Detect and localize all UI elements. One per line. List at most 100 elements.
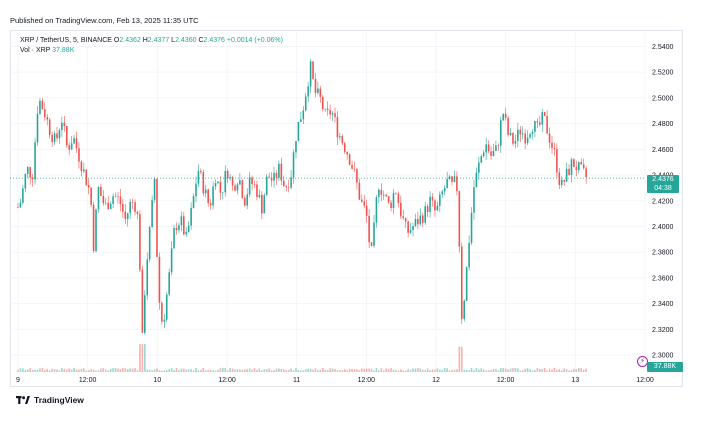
volume-bar [370,368,373,372]
candle-body [73,138,75,144]
candle-body [248,177,251,195]
x-axis[interactable]: 9 12:00 10 12:00 11 12:00 12 12:00 13 12:00 [16,377,654,384]
candle-body [490,151,492,156]
volume-bar [392,369,395,372]
candle-body [24,173,27,189]
candle-body [265,176,268,196]
volume-bar [453,369,456,372]
candle-body [458,191,461,247]
y-axis[interactable]: 2.3000 2.3200 2.3400 2.3600 2.3800 2.4000 2.42… [652,44,674,360]
volume-bar [129,368,131,372]
candle-body [222,192,224,193]
candle-body [26,167,29,174]
candle-body [339,136,341,138]
volume-bar [502,368,505,372]
change-value: +0.0014 (+0.06%) [226,37,283,44]
candle-body [168,272,170,295]
candle-body [102,195,105,204]
volume-bar [534,370,536,372]
volume-bar [212,370,214,372]
candle-body [90,187,92,205]
volume-bar [363,368,366,372]
volume-bar [226,370,229,372]
volume-bar [24,369,27,372]
volume-bar [114,368,117,372]
volume-label[interactable]: Vol · XRP [20,47,51,54]
volume-bar [578,368,580,372]
candle-body [292,152,295,178]
volume-bar [231,368,234,372]
candle-body [126,213,129,219]
y-tick-label: 2.3400 [652,301,674,308]
candle-body [80,161,83,172]
symbol-label[interactable]: XRP / TetherUS, 5, BINANCE [20,37,112,44]
candle-body [341,136,344,144]
candle-body [397,193,400,203]
volume-bar [19,368,22,372]
candle-body [63,122,66,127]
volume-bar [261,370,263,372]
candle-body [560,179,563,186]
volume-bar [112,368,114,372]
candle-body [309,61,312,87]
candle-body [200,170,202,173]
volume-bar [285,369,288,372]
last-price-value: 2.4376 [652,176,674,183]
volume-bar [573,368,575,372]
candle-body [568,168,570,175]
volume-bar [304,369,307,372]
candle-body [524,133,526,144]
candle-body [317,88,319,93]
candle-body [539,122,541,125]
volume-bar [551,369,553,372]
chart-legend: XRP / TetherUS, 5, BINANCE O2.4362 H2.43… [20,36,283,56]
volume-bar [241,369,244,372]
volume-bar [117,368,119,372]
volume-bar [409,370,412,372]
volume-bar [136,370,139,372]
volume-bar [63,368,66,372]
volume-bar [348,368,351,372]
candle-body [112,196,114,204]
event-lightning-icon[interactable]: ⚡ [637,356,648,367]
candle-body [380,189,383,195]
candle-body [507,117,509,136]
volume-bar [258,368,261,372]
close-value: 2.4376 [203,37,225,44]
candle-body [280,163,283,181]
candle-body [558,172,561,186]
volume-bar [429,370,431,372]
candle-body [195,183,197,197]
candle-body [83,169,85,172]
y-tick-label: 2.4200 [652,198,674,205]
volume-bar [161,370,163,372]
candle-body [36,113,39,143]
candle-body [519,129,522,135]
volume-bar [324,369,327,372]
volume-bar [570,370,573,372]
volume-bar [180,368,183,372]
volume-bar [90,369,92,372]
candle-body [124,211,127,219]
candle-body [400,202,402,217]
candle-body [448,176,451,179]
volume-bar [499,368,502,372]
volume-bar [526,368,529,372]
volume-bar [61,367,63,372]
volume-bar [473,370,475,372]
volume-bar [270,370,273,372]
candle-body [141,269,144,333]
volume-bar [307,368,309,372]
volume-bar [431,369,434,372]
grid-layer [10,30,646,372]
candle-body [329,109,331,115]
volume-bar [58,370,61,372]
tradingview-logo[interactable]: TradingView [16,395,84,405]
candle-body [512,132,514,144]
candle-body [439,194,441,206]
volume-bar [365,368,368,372]
candle-body [234,185,236,191]
candle-body [336,117,339,138]
candle-body [229,177,231,179]
